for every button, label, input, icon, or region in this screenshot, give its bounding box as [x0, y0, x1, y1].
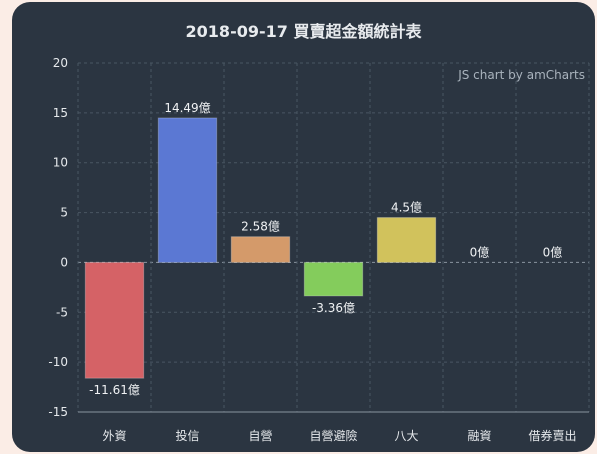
category-label: 融資 [467, 429, 491, 443]
data-label: -3.36億 [312, 301, 355, 315]
amcharts-credit-link[interactable]: JS chart by amCharts [458, 68, 585, 82]
data-label: -11.61億 [89, 383, 140, 397]
data-label: 2.58億 [241, 220, 280, 234]
y-tick-label: 10 [53, 156, 68, 170]
category-label: 外資 [102, 429, 126, 443]
category-label: 投信 [175, 428, 199, 443]
category-label: 借券賣出 [528, 428, 576, 443]
bar-2[interactable] [230, 236, 291, 263]
y-tick-label: -10 [48, 355, 68, 369]
category-label: 自營避險 [309, 428, 357, 443]
data-label: 4.5億 [391, 201, 422, 215]
y-tick-label: 0 [60, 255, 68, 269]
y-tick-label: 5 [60, 206, 68, 220]
category-label: 八大 [394, 429, 418, 443]
data-label: 14.49億 [164, 101, 210, 115]
bar-3[interactable] [303, 261, 364, 297]
y-tick-label: -15 [48, 405, 68, 419]
bar-4[interactable] [376, 217, 437, 263]
bar-0[interactable] [84, 261, 145, 379]
data-label: 0億 [543, 245, 563, 259]
data-label: 0億 [470, 245, 490, 259]
chart-card: 2018-09-17 買賣超金額統計表 JS chart by amCharts… [12, 2, 595, 452]
bar-1[interactable] [157, 117, 218, 263]
y-tick-label: 20 [53, 56, 68, 70]
category-label: 自營 [248, 429, 272, 443]
y-tick-label: 15 [53, 106, 68, 120]
y-tick-label: -5 [56, 305, 68, 319]
chart-title: 2018-09-17 買賣超金額統計表 [185, 22, 422, 41]
